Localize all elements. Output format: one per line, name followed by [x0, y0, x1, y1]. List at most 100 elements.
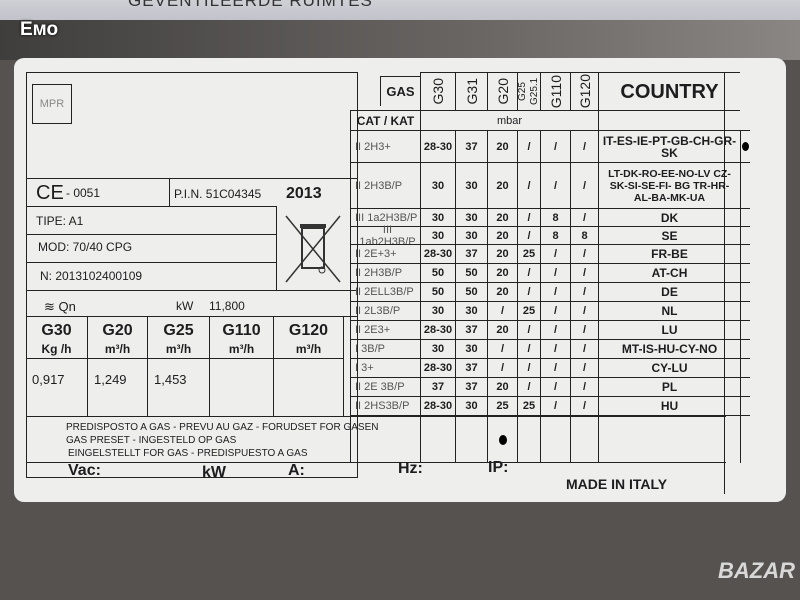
pressure-cell-text: 30 [431, 305, 445, 317]
pressure-cell: / [487, 339, 517, 358]
pressure-cell-text: 20 [496, 381, 509, 393]
pressure-cell: / [517, 226, 540, 244]
category-cell: II 2H3B/P [350, 263, 420, 282]
pressure-cell-text: / [553, 179, 558, 192]
qn-unit: kW [176, 299, 194, 313]
preset-marker-cell [455, 415, 487, 463]
pressure-cell: / [540, 358, 570, 377]
pressure-cell: / [540, 263, 570, 282]
select-marker-cell [740, 226, 750, 244]
pressure-cell: 30 [455, 339, 487, 358]
category-cell-text: II 2E3+ [355, 324, 391, 336]
pressure-cell-text: 20 [496, 286, 509, 298]
gas-name: G30 [41, 322, 72, 339]
preset-line: EINGELSTELLT FOR GAS - PREDISPUESTO A GA… [68, 448, 308, 459]
weee-bin-crossed-icon [285, 215, 341, 283]
selected-dot-icon [742, 142, 749, 151]
gas-column-header: G110 [540, 72, 570, 110]
country-cell-text: PL [661, 380, 678, 394]
pressure-cell-text: 30 [465, 179, 478, 192]
pressure-cell: 37 [455, 244, 487, 263]
pressure-cell-text: 28-30 [423, 248, 453, 260]
pressure-cell: / [540, 396, 570, 415]
gas-column-header: G30 [420, 72, 455, 110]
consumption-value: 1,249 [94, 372, 127, 387]
country-cell-text: AT-CH [651, 266, 688, 280]
category-cell: III 1ab2H3B/P [350, 224, 420, 248]
preset-marker-cell [570, 415, 598, 463]
gas-column-header: G120 [570, 72, 598, 110]
pressure-cell: 8 [540, 226, 570, 244]
pressure-cell: 50 [420, 263, 455, 282]
metal-panel [0, 20, 800, 60]
pressure-cell: / [540, 244, 570, 263]
pressure-cell-text: 30 [465, 305, 478, 317]
pressure-cell: / [570, 358, 598, 377]
pressure-cell: / [570, 396, 598, 415]
pressure-cell: 28-30 [420, 358, 455, 377]
pressure-cell: 28-30 [420, 130, 455, 162]
select-marker-cell [740, 301, 750, 320]
pressure-cell-text: / [553, 324, 558, 336]
country-cell: DE [598, 282, 740, 301]
type: TIPE: A1 [36, 214, 84, 228]
pressure-cell-text: 28-30 [423, 400, 453, 412]
select-marker-cell [740, 320, 750, 339]
category-cell: I 3B/P [350, 339, 420, 358]
country-cell-text: NL [661, 304, 678, 318]
pressure-cell: 25 [517, 396, 540, 415]
pressure-cell: 20 [487, 162, 517, 208]
pressure-cell-text: 20 [496, 211, 509, 224]
pressure-cell-text: 25 [522, 305, 536, 317]
pressure-cell: / [570, 263, 598, 282]
consumption-column: G20 m³/h 1,249 [88, 316, 148, 416]
pressure-cell: / [570, 162, 598, 208]
select-marker-cell [740, 244, 750, 263]
qn-label: ≋ Qn [44, 299, 76, 314]
gas-column-header: G31 [455, 72, 487, 110]
unit-mbar: mbar [420, 110, 598, 130]
pressure-cell: 30 [455, 162, 487, 208]
pressure-cell: 37 [455, 377, 487, 396]
consumption-column: G25 m³/h 1,453 [148, 316, 210, 416]
pressure-cell: 30 [420, 208, 455, 226]
country-cell: LU [598, 320, 740, 339]
pressure-cell-text: 20 [496, 140, 509, 153]
qn-value: 11,800 [209, 299, 245, 313]
country-cell: DK [598, 208, 740, 226]
pressure-cell: / [540, 320, 570, 339]
rating-label: MPR CE - 0051 P.I.N. 51C04345 2013 TIPE:… [14, 58, 786, 502]
watermark: Емо [20, 19, 59, 40]
pressure-cell-text: 37 [465, 381, 478, 393]
pressure-cell-text: 28-30 [423, 140, 453, 153]
country-subheader [598, 110, 740, 130]
category-cell-text: III 1a2H3B/P [355, 211, 418, 224]
pressure-cell: / [517, 377, 540, 396]
pressure-cell-text: / [500, 305, 505, 317]
pressure-cell: 8 [570, 226, 598, 244]
cat-header: CAT / KAT [350, 110, 420, 130]
pressure-cell-text: 8 [552, 229, 559, 242]
gas-name: G120 [288, 322, 329, 339]
pressure-cell-text: 25 [522, 248, 536, 260]
pressure-cell-text: / [553, 381, 558, 393]
pressure-cell: 20 [487, 263, 517, 282]
pressure-cell-text: 28-30 [423, 362, 453, 374]
category-cell-text: II 2HS3B/P [355, 400, 410, 412]
pressure-cell: / [570, 339, 598, 358]
preset-marker-cell [740, 415, 750, 463]
select-marker-cell [740, 162, 750, 208]
category-cell: III 1a2H3B/P [350, 208, 420, 226]
gas-column-header-text: G31 [463, 78, 480, 105]
select-marker-cell [740, 396, 750, 415]
pressure-cell-text: / [582, 286, 587, 298]
gas-column-header: G25 G25.1 [517, 72, 540, 110]
left-panel-frame [26, 72, 358, 478]
made-in-italy: MADE IN ITALY [566, 476, 668, 492]
model: MOD: 70/40 CPG [38, 240, 133, 254]
pressure-cell: 37 [455, 320, 487, 339]
country-cell-text: LT-DK-RO-EE-NO-LV CZ-SK-SI-SE-FI- BG TR-… [608, 167, 731, 204]
pressure-cell-text: 25 [496, 400, 509, 412]
pressure-cell: 30 [455, 301, 487, 320]
pressure-cell: / [540, 377, 570, 396]
